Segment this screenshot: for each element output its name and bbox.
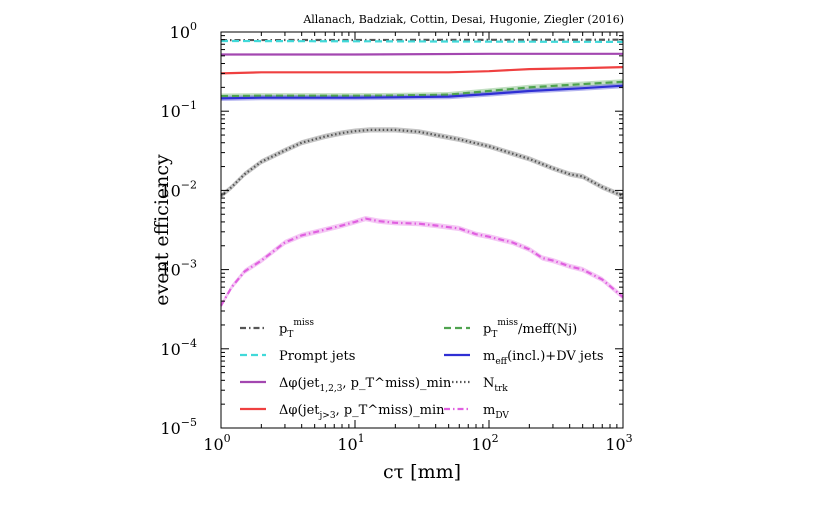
x-tick-label: 103 xyxy=(605,432,632,454)
y-tick-label: 10−2 xyxy=(160,178,197,200)
x-tick-label: 102 xyxy=(471,432,498,454)
credit-text: Allanach, Badziak, Cottin, Desai, Hugoni… xyxy=(302,13,624,26)
series-line-2 xyxy=(221,52,623,56)
series-line-6 xyxy=(220,128,624,198)
legend-label-5: Ntrk xyxy=(483,376,508,394)
y-axis-label: event efficiency xyxy=(151,154,173,306)
series-line-5 xyxy=(220,84,624,100)
legend-label-2: Prompt jets xyxy=(279,349,355,364)
series-band-4 xyxy=(221,79,623,99)
axis-ticks xyxy=(220,31,624,429)
series-band-7 xyxy=(221,216,623,309)
legend-label-1: pTmiss/meff(Nj) xyxy=(483,318,577,340)
y-tick-label: 100 xyxy=(170,20,197,42)
legend-label-0: pTmiss xyxy=(279,318,314,340)
x-tick-label: 100 xyxy=(203,432,230,454)
y-tick-label: 10−5 xyxy=(160,416,197,438)
y-tick-label: 10−1 xyxy=(160,99,197,121)
legend-label-6: Δφ(jetj>3, p_T^miss)_min xyxy=(279,403,445,421)
uncertainty-bands xyxy=(221,79,623,309)
series-line-3 xyxy=(220,66,624,75)
x-axis-label: cτ [mm] xyxy=(383,461,461,483)
y-tick-label: 10−3 xyxy=(160,258,197,280)
series-line-4 xyxy=(220,80,624,98)
legend-label-7: mDV xyxy=(483,403,509,421)
series-lines xyxy=(220,38,624,307)
series-line-7 xyxy=(220,217,624,307)
tick-labels: 100 101 102 103 100 10−1 10−2 10−3 10−4 10−5 xyxy=(160,20,632,454)
legend-label-3: meff(incl.)+DV jets xyxy=(483,349,604,367)
series-band-6 xyxy=(221,127,623,199)
series-line-1 xyxy=(220,39,624,43)
x-tick-label: 101 xyxy=(337,432,364,454)
legend-label-4: Δφ(jet1,2,3, p_T^miss)_min xyxy=(279,376,452,394)
y-tick-label: 10−4 xyxy=(160,337,197,359)
legend: pTmiss pTmiss/meff(Nj) Prompt jets meff(inc… xyxy=(240,318,604,421)
plot-frame xyxy=(220,31,624,429)
